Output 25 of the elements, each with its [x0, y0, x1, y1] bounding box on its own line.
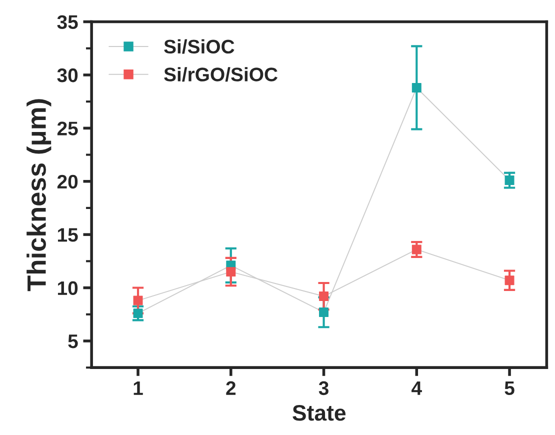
point	[412, 244, 422, 254]
point	[319, 307, 329, 317]
point	[504, 176, 514, 186]
y-tick-label: 10	[58, 281, 78, 296]
y-tick-label: 15	[58, 228, 78, 242]
y-tick-label: 5	[68, 334, 78, 348]
x-axis-title: State	[292, 405, 346, 421]
point	[133, 308, 143, 318]
y-tick-label: 20	[57, 174, 78, 189]
x-tick-label: 1	[134, 381, 143, 395]
y-tick-label: 30	[57, 68, 78, 82]
x-tick-label: 4	[412, 381, 422, 395]
y-tick-label: 35	[57, 15, 78, 30]
x-tick-label: 3	[318, 381, 328, 396]
y-axis-title: Thickness (μm)	[26, 99, 52, 292]
point	[412, 82, 422, 92]
y-tick-label: 25	[57, 122, 78, 136]
legend-label: Si/rGO/SiOC	[164, 67, 278, 82]
x-tick-label: 2	[226, 381, 236, 395]
point	[504, 276, 514, 286]
point	[226, 267, 236, 277]
point	[133, 296, 143, 306]
point	[319, 292, 329, 302]
legend-label: Si/SiOC	[164, 39, 234, 54]
x-tick-label: 5	[504, 381, 514, 396]
